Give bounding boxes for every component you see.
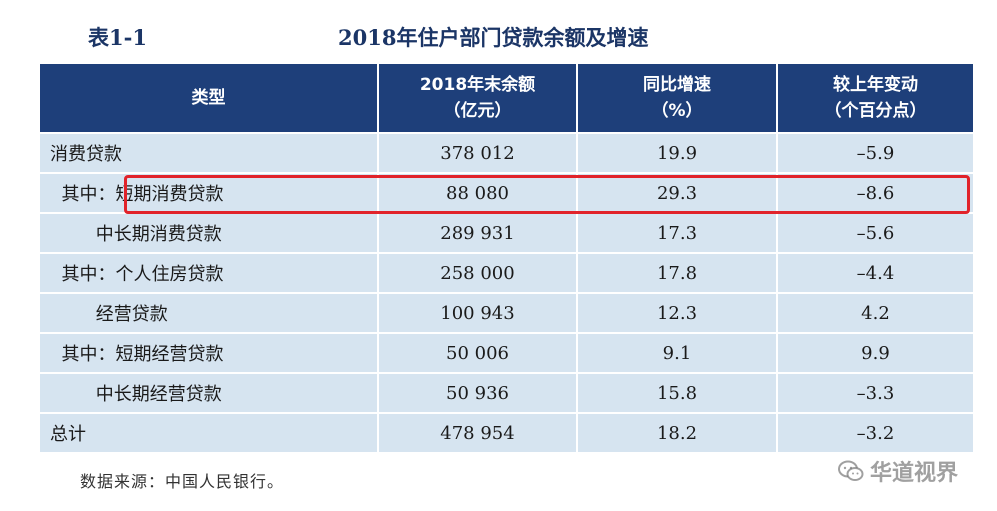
table-row: 其中：短期消费贷款 88 080 29.3 –8.6 <box>40 172 973 213</box>
table-row: 中长期经营贷款 50 936 15.8 –3.3 <box>40 372 973 413</box>
header-change: 较上年变动 （个百分点） <box>777 64 973 133</box>
cell-change: –8.6 <box>777 172 973 213</box>
cell-change: –5.9 <box>777 132 973 173</box>
cell-type: 中长期消费贷款 <box>40 212 379 253</box>
cell-growth: 9.1 <box>577 332 778 373</box>
cell-balance: 378 012 <box>378 132 578 173</box>
cell-growth: 29.3 <box>577 172 778 213</box>
table-row: 其中：短期经营贷款 50 006 9.1 9.9 <box>40 332 973 373</box>
cell-change: –4.4 <box>777 252 973 293</box>
table-header-row: 类型 2018年末余额 （亿元） 同比增速 （%） 较上年变动 （个百分点） <box>40 64 973 133</box>
header-balance-unit: （亿元） <box>443 101 512 121</box>
watermark-text: 华道视界 <box>870 461 959 486</box>
cell-balance: 50 006 <box>378 332 578 373</box>
cell-change: –5.6 <box>777 212 973 253</box>
cell-growth: 12.3 <box>577 292 778 333</box>
cell-type: 其中：短期消费贷款 <box>40 172 379 213</box>
cell-balance: 478 954 <box>378 412 578 452</box>
cell-type: 其中：个人住房贷款 <box>40 252 379 293</box>
cell-balance: 289 931 <box>378 212 578 253</box>
cell-balance: 50 936 <box>378 372 578 413</box>
cell-balance: 100 943 <box>378 292 578 333</box>
loan-balance-table: 类型 2018年末余额 （亿元） 同比增速 （%） 较上年变动 （个百分点） 消… <box>40 64 973 452</box>
header-growth-unit: （%） <box>651 101 703 121</box>
cell-growth: 17.3 <box>577 212 778 253</box>
cell-type: 总计 <box>40 412 379 452</box>
table-row: 消费贷款 378 012 19.9 –5.9 <box>40 132 973 173</box>
cell-change: –3.2 <box>777 412 973 452</box>
table-row: 其中：个人住房贷款 258 000 17.8 –4.4 <box>40 252 973 293</box>
cell-balance: 88 080 <box>378 172 578 213</box>
cell-growth: 19.9 <box>577 132 778 173</box>
cell-type: 消费贷款 <box>40 132 379 173</box>
cell-change: 9.9 <box>777 332 973 373</box>
header-growth: 同比增速 （%） <box>577 64 778 133</box>
table-row: 中长期消费贷款 289 931 17.3 –5.6 <box>40 212 973 253</box>
cell-growth: 17.8 <box>577 252 778 293</box>
cell-type: 经营贷款 <box>40 292 379 333</box>
cell-type: 其中：短期经营贷款 <box>40 332 379 373</box>
header-balance: 2018年末余额 （亿元） <box>378 64 578 133</box>
header-change-label: 较上年变动 <box>833 75 918 95</box>
cell-growth: 15.8 <box>577 372 778 413</box>
wechat-icon <box>838 460 864 481</box>
cell-type: 中长期经营贷款 <box>40 372 379 413</box>
header-growth-label: 同比增速 <box>643 75 711 95</box>
cell-growth: 18.2 <box>577 412 778 452</box>
cell-balance: 258 000 <box>378 252 578 293</box>
watermark: 华道视界 <box>838 455 958 487</box>
cell-change: –3.3 <box>777 372 973 413</box>
header-change-unit: （个百分点） <box>824 101 927 121</box>
table-number: 表1-1 <box>88 25 147 50</box>
table-row: 总计 478 954 18.2 –3.2 <box>40 412 973 452</box>
header-type-label: 类型 <box>191 88 226 108</box>
table-title: 2018年住户部门贷款余额及增速 <box>338 25 649 50</box>
source-note: 数据来源：中国人民银行。 <box>80 472 285 491</box>
header-balance-label: 2018年末余额 <box>419 75 536 95</box>
table-row: 经营贷款 100 943 12.3 4.2 <box>40 292 973 333</box>
header-type: 类型 <box>40 64 379 133</box>
cell-change: 4.2 <box>777 292 973 333</box>
